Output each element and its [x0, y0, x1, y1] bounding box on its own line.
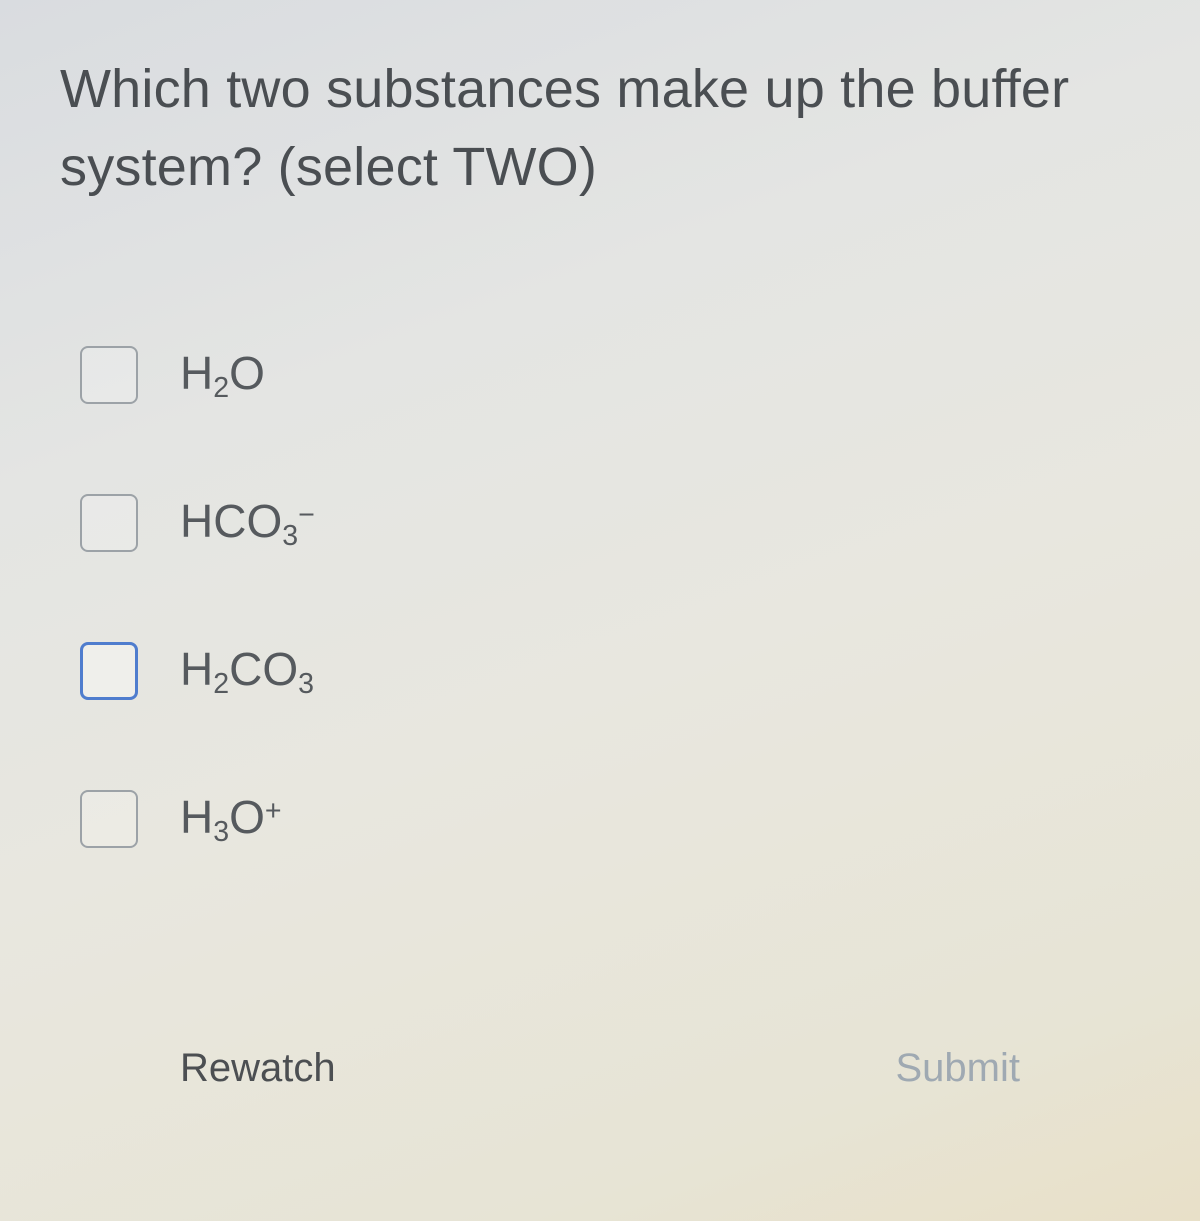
option-row[interactable]: H3O+	[80, 784, 315, 854]
option-label: H2CO3	[180, 642, 314, 701]
checkbox[interactable]	[80, 346, 138, 404]
checkbox[interactable]	[80, 494, 138, 552]
footer-bar: Rewatch Submit	[0, 1046, 1200, 1091]
checkbox[interactable]	[80, 642, 138, 700]
checkbox[interactable]	[80, 790, 138, 848]
options-list: H2O HCO3− H2CO3 H3O+	[80, 340, 315, 854]
submit-button[interactable]: Submit	[896, 1046, 1021, 1091]
rewatch-button[interactable]: Rewatch	[180, 1046, 336, 1091]
option-label: H2O	[180, 346, 265, 405]
question-text: Which two substances make up the buffer …	[60, 50, 1160, 207]
option-label: HCO3−	[180, 494, 315, 553]
option-row[interactable]: HCO3−	[80, 488, 315, 558]
option-row[interactable]: H2O	[80, 340, 315, 410]
option-label: H3O+	[180, 790, 282, 849]
option-row[interactable]: H2CO3	[80, 636, 315, 706]
